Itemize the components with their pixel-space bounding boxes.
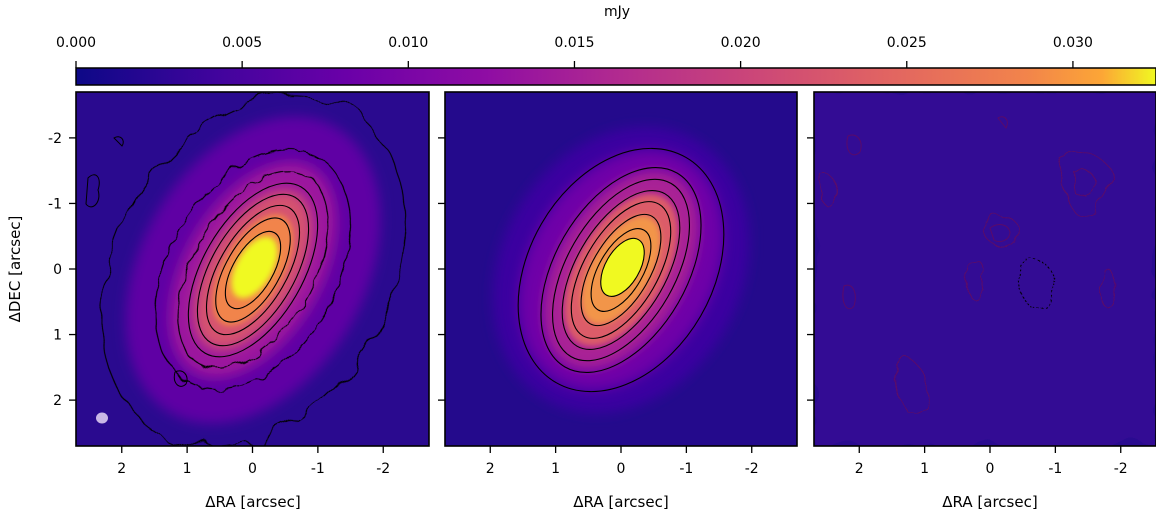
colorbar-tick-label: 0.020 [721,35,761,51]
panel-observed: 2 1 0 -1 -2 -2 -1 0 1 2 ΔRA [arcsec] ΔDEC [arcsec… [6,91,430,511]
x-tick-label: -1 [679,461,693,477]
y-tick-label: -2 [48,131,62,147]
emission-core [231,236,278,299]
x-tick-label: 0 [617,461,626,477]
colorbar-tick-label: 0.030 [1053,35,1093,51]
panel-observed-ticks: 2 1 0 -1 -2 -2 -1 0 1 2 [48,131,390,477]
colorbar-gradient [75,67,1156,86]
colorbar-ticks: 0.000 0.005 0.010 0.015 0.020 0.025 0.030 [56,35,1093,68]
model-core [600,238,645,297]
colorbar-tick-label: 0.010 [388,35,428,51]
x-tick-label: 0 [248,461,257,477]
colorbar-tick-label: 0.005 [222,35,262,51]
colorbar-tick-label: 0.025 [887,35,927,51]
y-tick-label: 1 [53,328,62,344]
panel-model-ticks: 2 1 0 -1 -2 [438,137,759,477]
y-tick-label: 2 [53,393,62,409]
residual-negative-contour [1017,258,1056,308]
colorbar-label: mJy [604,4,630,20]
x-axis-label: ΔRA [arcsec] [205,493,300,511]
y-tick-label: 0 [53,262,62,278]
contours-observed [100,92,406,446]
contours-model [517,147,725,393]
y-axis-label: ΔDEC [arcsec] [6,216,24,323]
contours-observed-islands [85,136,188,387]
y-tick-label: -1 [48,196,62,212]
panel-residual: 2 1 0 -1 -2 ΔRA [arcsec] [807,91,1156,511]
x-tick-label: -1 [311,461,325,477]
colorbar-tick-label: 0.015 [554,35,594,51]
panel-residual-ticks: 2 1 0 -1 -2 [807,137,1128,477]
colorbar-tick-label: 0.000 [56,35,96,51]
contours-residual [820,116,1116,413]
x-tick-label: 1 [183,461,192,477]
panel-model: 2 1 0 -1 -2 ΔRA [arcsec] [438,91,798,511]
beam-ellipse [96,412,108,424]
x-axis-label: ΔRA [arcsec] [942,493,1037,511]
x-tick-label: -2 [745,461,759,477]
x-tick-label: -2 [1114,461,1128,477]
colorbar: mJy 0.000 0.005 0.010 0.015 0.020 0.025 0.030 [56,4,1156,86]
x-tick-label: -2 [376,461,390,477]
x-tick-label: 2 [117,461,126,477]
x-axis-label: ΔRA [arcsec] [573,493,668,511]
x-tick-label: 1 [920,461,929,477]
x-tick-label: 0 [986,461,995,477]
x-tick-label: -1 [1048,461,1062,477]
x-tick-label: 2 [855,461,864,477]
x-tick-label: 1 [551,461,560,477]
x-tick-label: 2 [486,461,495,477]
